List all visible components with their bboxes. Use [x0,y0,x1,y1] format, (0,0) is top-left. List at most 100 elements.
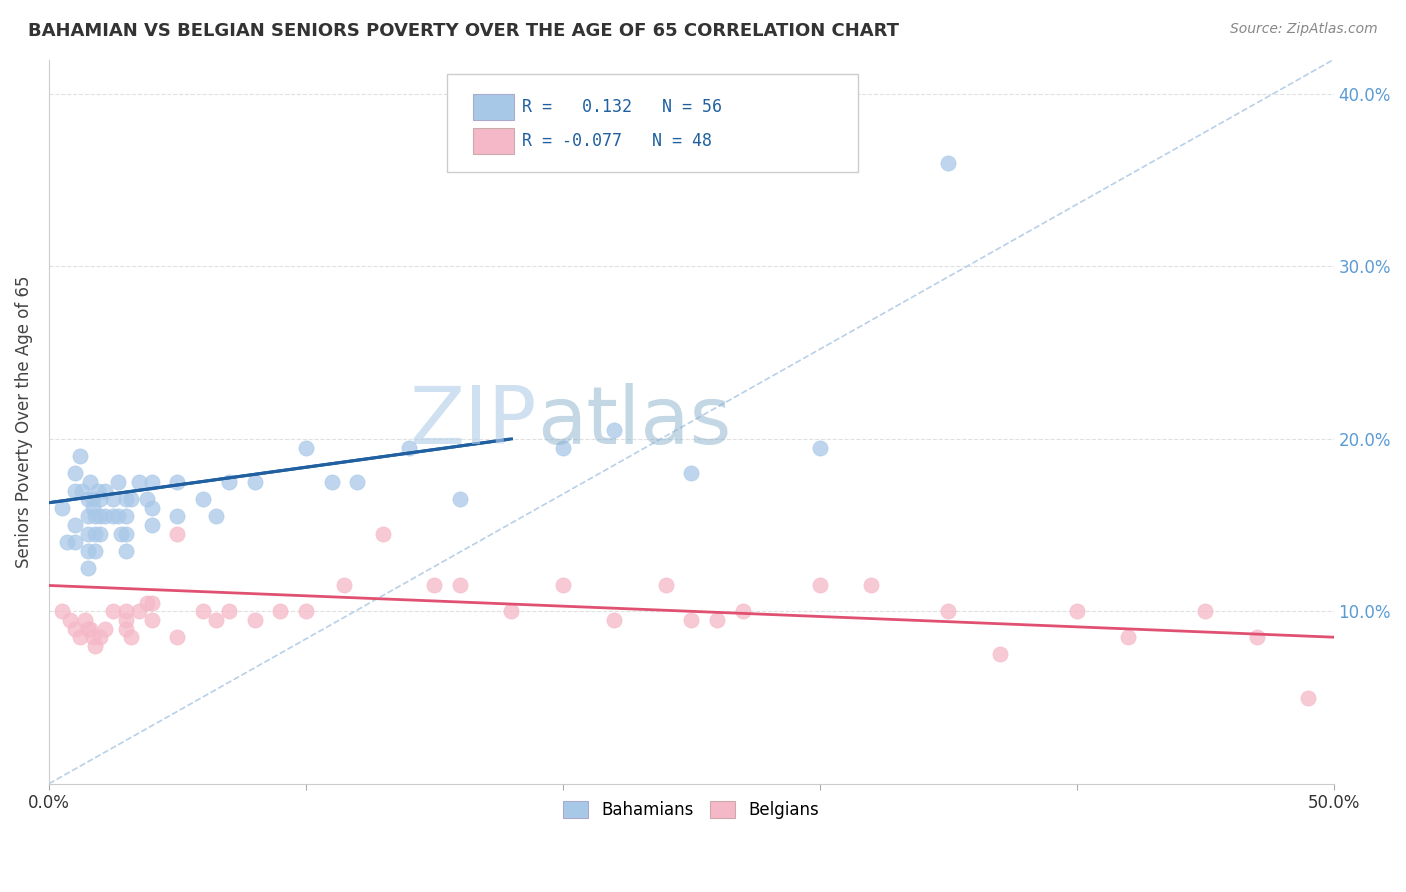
Point [141,475,163,489]
Point [103,509,125,524]
Point [76,492,98,507]
Point [82,630,104,644]
Point [860,578,883,592]
Point [681,613,703,627]
Point [76,561,98,575]
Point [501,604,523,618]
Point [141,518,163,533]
Point [1194,604,1216,618]
Point [936,156,959,170]
Point [654,578,676,592]
Text: Source: ZipAtlas.com: Source: ZipAtlas.com [1230,22,1378,37]
Point [84,526,107,541]
Point [295,604,318,618]
Point [808,441,831,455]
Point [115,622,138,636]
Point [166,526,188,541]
Point [103,604,125,618]
Point [166,630,188,644]
Point [79,622,101,636]
Point [115,604,138,618]
Point [84,544,107,558]
Point [89,630,111,644]
Point [58,613,80,627]
Point [63,518,86,533]
Point [107,509,129,524]
Point [89,509,111,524]
Point [205,613,228,627]
Point [63,622,86,636]
Point [128,475,150,489]
Text: ZIP: ZIP [409,383,537,460]
Point [82,492,104,507]
Point [135,492,157,507]
Point [191,604,214,618]
Point [191,492,214,507]
Point [76,544,98,558]
Point [706,613,728,627]
Point [321,475,343,489]
Point [603,613,626,627]
Point [1296,690,1319,705]
Point [69,630,91,644]
Point [115,492,138,507]
Point [63,535,86,549]
Point [205,509,228,524]
Point [115,613,138,627]
Point [371,526,394,541]
Point [333,578,356,592]
Point [63,483,86,498]
Point [82,500,104,515]
Point [94,483,117,498]
Point [107,475,129,489]
Point [988,648,1011,662]
Point [449,578,471,592]
Point [731,604,754,618]
Point [243,475,266,489]
Point [76,526,98,541]
Text: R =   0.132   N = 56: R = 0.132 N = 56 [522,97,721,116]
Point [120,630,142,644]
Point [94,509,117,524]
Point [269,604,291,618]
Point [115,526,138,541]
Point [76,622,98,636]
FancyBboxPatch shape [472,95,515,120]
Point [72,483,94,498]
Point [94,622,117,636]
Point [141,613,163,627]
Point [115,544,138,558]
Point [69,449,91,463]
Point [141,596,163,610]
Point [1116,630,1139,644]
Y-axis label: Seniors Poverty Over the Age of 65: Seniors Poverty Over the Age of 65 [15,276,32,568]
Point [135,596,157,610]
Point [51,604,73,618]
Point [56,535,79,549]
Point [346,475,368,489]
Text: R = -0.077   N = 48: R = -0.077 N = 48 [522,132,711,150]
Point [89,492,111,507]
Point [166,509,188,524]
FancyBboxPatch shape [447,74,858,172]
Point [103,492,125,507]
Point [120,492,142,507]
Point [128,604,150,618]
FancyBboxPatch shape [472,128,515,153]
Point [551,578,574,592]
Point [449,492,471,507]
Point [423,578,446,592]
Point [295,441,318,455]
Point [1246,630,1268,644]
Point [84,509,107,524]
Point [76,509,98,524]
Point [218,475,240,489]
Point [243,613,266,627]
Point [681,467,703,481]
Point [551,441,574,455]
Point [87,483,110,498]
Text: atlas: atlas [537,383,731,460]
Point [398,441,420,455]
Point [51,500,73,515]
Point [936,604,959,618]
